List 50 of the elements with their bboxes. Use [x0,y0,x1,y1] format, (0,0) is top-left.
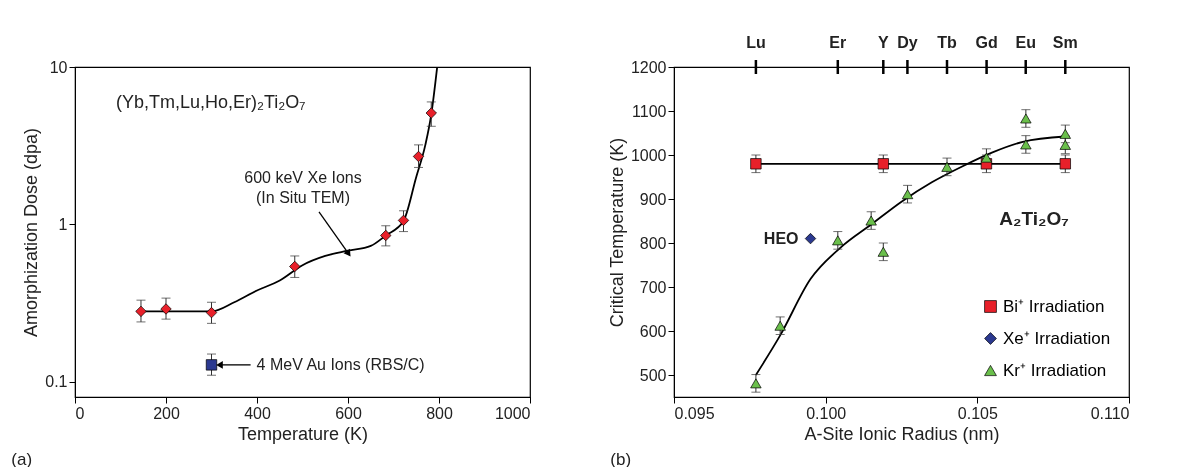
x-tick-label: 200 [153,404,180,422]
annotation: HEO [763,229,799,247]
text: Lu [746,34,766,51]
x-tick-label: 0.105 [957,404,998,422]
annotation: 4 MeV Au Ions (RBS/C) [256,355,425,373]
x-tick-label: 0.095 [674,404,715,422]
y-tick-label: 1100 [632,102,667,120]
point [135,305,147,317]
point [160,303,172,315]
point [412,150,425,163]
legend-label: Xe⁺ Irradiation [1003,328,1111,348]
x-tick-label: 0 [75,404,85,422]
y-tick-label: 500 [639,366,667,384]
point [425,107,437,119]
point [205,359,218,371]
x-tick-label: 600 [335,404,362,422]
point [380,229,392,242]
text: Eu [1015,34,1036,51]
text: Dy [897,34,918,51]
y-axis-title: Amorphization Dose (dpa) [21,127,42,338]
y-axis-title: Critical Temperature (K) [606,137,627,328]
y-tick-label: 0.1 [45,373,68,391]
x-tick-label: 800 [426,404,453,422]
text: Sm [1052,34,1078,51]
y-tick-label: 800 [639,234,667,252]
y-tick-label: 600 [639,322,667,340]
text: Tb [937,34,957,51]
legend-label: Bi⁺ Irradiation [1003,296,1105,316]
annotation: (Yb,Tm,Lu,Ho,Er)₂Ti₂O₇ [115,92,306,113]
y-tick-label: 700 [639,278,667,296]
point [397,214,410,226]
x-tick-label: 0.110 [1090,404,1130,422]
x-axis-title: A-Site Ionic Radius (nm) [804,423,1000,444]
annotation: A₂Ti₂O₇ [999,207,1069,229]
y-tick-label: 900 [639,190,667,208]
y-tick-label: 10 [49,58,68,76]
x-tick-label: 1000 [494,404,531,422]
text: Y [877,34,889,51]
y-tick-label: 1000 [630,146,667,164]
annotation: 600 keV Xe Ions (In Situ TEM) [244,168,362,206]
point [289,260,301,273]
text: Er [829,34,847,51]
point [205,307,218,319]
y-tick-label: 1200 [630,58,667,76]
x-axis-title: Temperature (K) [237,423,369,444]
x-tick-label: 0.100 [806,404,847,422]
y-tick-label: 1 [58,215,68,233]
text: Gd [975,34,998,51]
legend-label: Kr⁺ Irradiation [1003,360,1107,380]
x-tick-label: 400 [244,404,271,422]
